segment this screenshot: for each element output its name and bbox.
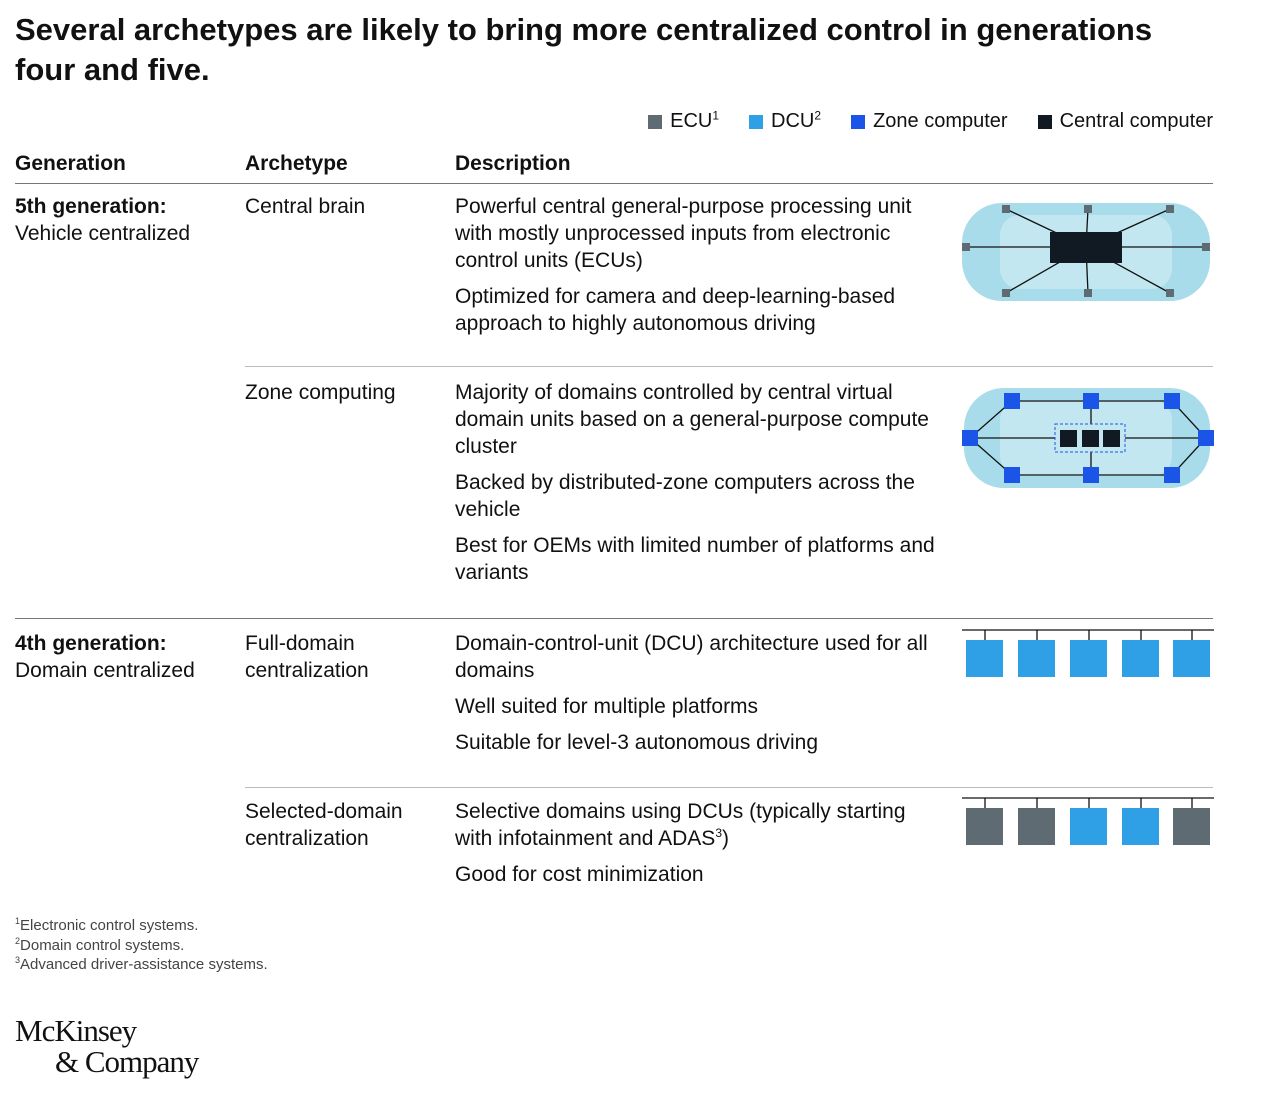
archetype: Zone computing	[245, 381, 396, 404]
description: Majority of domains controlled by centra…	[455, 379, 940, 595]
legend: ECU1 DCU2 Zone computer Central computer	[648, 108, 1213, 133]
legend-item: DCU2	[749, 108, 822, 133]
generation-subtitle: Vehicle centralized	[15, 222, 191, 245]
description-paragraph: Majority of domains controlled by centra…	[455, 379, 940, 460]
description-paragraph: Suitable for level-3 autonomous driving	[455, 729, 940, 756]
superscript: 2	[814, 108, 822, 123]
legend-text: ECU	[670, 110, 713, 132]
footnote: 1Electronic control systems.	[15, 916, 199, 935]
central-brain-diagram	[962, 203, 1210, 301]
title: Several archetypes are likely to bring m…	[15, 12, 1153, 87]
footnote: 2Domain control systems.	[15, 935, 185, 954]
generation: 4th generation: Domain centralized	[15, 630, 235, 684]
generation-subtitle: Domain centralized	[15, 659, 195, 682]
column-header: Generation	[15, 152, 126, 175]
legend-swatch	[851, 114, 866, 129]
archetype: Full-domain centralization	[245, 632, 369, 682]
legend-swatch	[648, 114, 663, 129]
legend-label: ECU1	[670, 108, 720, 133]
logo: McKinsey & Company	[15, 1013, 199, 1079]
description-paragraph: Domain-control-unit (DCU) architecture u…	[455, 630, 940, 684]
legend-label: Zone computer	[873, 110, 1008, 133]
description-paragraph: Selective domains using DCUs (typically …	[455, 798, 940, 852]
legend-item: Zone computer	[851, 110, 1008, 133]
legend-text: Zone computer	[873, 110, 1008, 132]
description-text: Best for OEMs with limited number of pla…	[455, 534, 935, 584]
generation: 5th generation: Vehicle centralized	[15, 193, 235, 247]
legend-text: Central computer	[1059, 110, 1213, 132]
full-domain-diagram	[962, 629, 1214, 677]
logo-line: & Company	[55, 1044, 199, 1079]
logo-line: McKinsey	[15, 1013, 137, 1048]
footnote-text: Advanced driver-assistance systems.	[20, 956, 268, 973]
description-text: Majority of domains controlled by centra…	[455, 381, 929, 458]
footnote: 3Advanced driver-assistance systems.	[15, 955, 268, 974]
legend-swatch	[749, 114, 764, 129]
generation-label: 4th generation:	[15, 632, 167, 655]
description-text: Good for cost minimization	[455, 863, 704, 886]
selected-domain-diagram	[962, 797, 1214, 845]
superscript: 1	[712, 108, 720, 123]
footnote-text: Electronic control systems.	[20, 917, 199, 934]
description-text: Well suited for multiple platforms	[455, 695, 759, 718]
legend-swatch	[1037, 114, 1052, 129]
row-rule	[245, 787, 1213, 788]
description-paragraph: Good for cost minimization	[455, 861, 940, 888]
column-header: Description	[455, 152, 571, 175]
legend-label: Central computer	[1060, 110, 1213, 133]
zone-computing-diagram	[962, 388, 1214, 488]
description: Powerful central general-purpose process…	[455, 193, 940, 346]
description-paragraph: Well suited for multiple platforms	[455, 693, 940, 720]
legend-text: DCU	[771, 110, 815, 132]
description-text: Domain-control-unit (DCU) architecture u…	[455, 632, 928, 682]
archetype: Central brain	[245, 195, 366, 218]
description-text: Backed by distributed-zone computers acr…	[455, 471, 915, 521]
description: Domain-control-unit (DCU) architecture u…	[455, 630, 940, 765]
archetype: Selected-domain centralization	[245, 800, 403, 850]
legend-label: DCU2	[771, 108, 822, 133]
description-text: Powerful central general-purpose process…	[455, 195, 912, 272]
description-paragraph: Optimized for camera and deep-learning-b…	[455, 283, 940, 337]
footnote-text: Domain control systems.	[20, 936, 185, 954]
description-paragraph: Backed by distributed-zone computers acr…	[455, 469, 940, 523]
description: Selective domains using DCUs (typically …	[455, 798, 940, 897]
superscript: 3	[715, 826, 723, 840]
legend-item: ECU1	[648, 108, 720, 133]
generation-label: 5th generation:	[15, 195, 167, 218]
description-text: Selective domains using DCUs (typically …	[455, 800, 906, 850]
row-rule	[245, 366, 1213, 367]
group-rule	[15, 618, 1213, 619]
description-text: )	[722, 827, 730, 850]
description-paragraph: Best for OEMs with limited number of pla…	[455, 532, 940, 586]
footnote-number: 1	[15, 916, 21, 926]
description-paragraph: Powerful central general-purpose process…	[455, 193, 940, 274]
footnote-number: 2	[15, 935, 21, 946]
header-rule	[15, 183, 1213, 184]
column-header: Archetype	[245, 152, 348, 175]
description-text: Optimized for camera and deep-learning-b…	[455, 285, 896, 335]
legend-item: Central computer	[1037, 110, 1213, 133]
description-text: Suitable for level-3 autonomous driving	[455, 731, 819, 754]
footnote-number: 3	[15, 955, 21, 965]
